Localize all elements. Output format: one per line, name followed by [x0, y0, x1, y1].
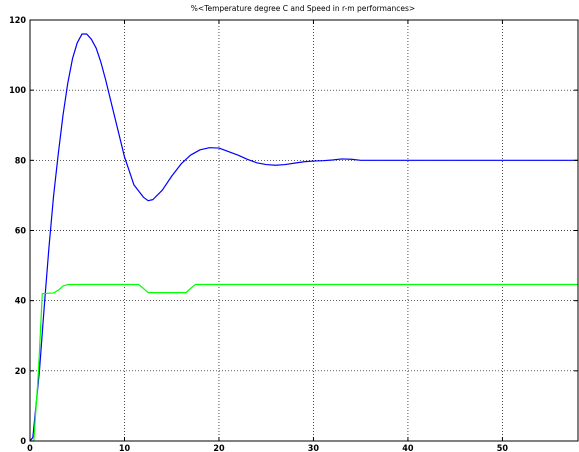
- x-tick-label: 20: [213, 444, 225, 452]
- y-tick-label: 80: [15, 156, 27, 166]
- x-tick-label: 0: [27, 444, 33, 452]
- plot-series: [29, 33, 578, 442]
- y-tick-label: 0: [20, 437, 26, 447]
- y-tick-label: 100: [9, 86, 26, 96]
- y-tick-label: 60: [15, 227, 27, 237]
- series-line-1: [29, 33, 578, 442]
- series-line-2: [30, 283, 578, 442]
- y-tick-label: 40: [15, 297, 27, 307]
- y-tick-label: 120: [9, 16, 26, 26]
- x-tick-label: 50: [497, 444, 509, 452]
- axis-ticks: 0 10 20 30 40 50 0 20 40 60 80 100 120: [9, 16, 578, 452]
- x-tick-label: 30: [308, 444, 320, 452]
- x-tick-label: 40: [402, 444, 414, 452]
- x-tick-label: 10: [119, 444, 131, 452]
- grid: [30, 20, 578, 441]
- y-tick-label: 20: [15, 367, 27, 377]
- chart-title: %<Temperature degree C and Speed in r-m …: [191, 4, 415, 13]
